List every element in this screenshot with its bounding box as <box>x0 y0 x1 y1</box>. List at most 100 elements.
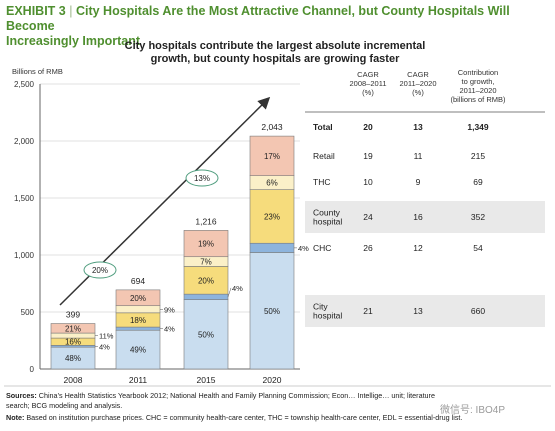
table-row-label: THC <box>313 177 330 187</box>
bar-segment <box>115 305 161 314</box>
table-header-text: CAGR <box>357 70 379 79</box>
table-cell: 16 <box>413 212 423 222</box>
table-header-text: Contribution <box>458 68 498 77</box>
table-row-label: Total <box>313 122 333 132</box>
bar-segment <box>183 230 229 258</box>
data-label: 16% <box>65 338 81 347</box>
bar-segment <box>249 135 295 176</box>
data-label: 7% <box>200 258 212 267</box>
table-row-label: County <box>313 208 341 218</box>
table-cell: 69 <box>473 177 483 187</box>
table-cell: 9 <box>416 177 421 187</box>
table-cell: 20 <box>363 122 373 132</box>
data-label: 4% <box>164 325 175 334</box>
table-header-text: 2011–2020 <box>460 86 497 95</box>
title-line-2: Increasingly Important <box>6 34 141 48</box>
wechat-watermark: 微信号: IBO4P <box>440 405 506 416</box>
chart-subtitle-line-2: growth, but county hospitals are growing… <box>150 53 400 65</box>
exhibit-label: EXHIBIT 3 <box>6 4 66 18</box>
title-separator: | <box>69 4 73 18</box>
table-row-label: hospital <box>313 311 342 321</box>
y-tick-label: 0 <box>30 365 35 374</box>
y-tick-label: 1,000 <box>14 251 35 260</box>
bar-segment <box>249 189 295 244</box>
data-label: 20% <box>130 294 146 303</box>
sources-label: Sources: <box>6 391 37 400</box>
note-text: Based on institution purchase prices. CH… <box>26 413 463 422</box>
data-label: 4% <box>232 284 243 293</box>
data-label: 50% <box>198 330 214 339</box>
table-cell: 12 <box>413 243 423 253</box>
title-line-1: City Hospitals Are the Most Attractive C… <box>6 4 510 33</box>
note-footnote: Note: Based on institution purchase pric… <box>6 413 551 423</box>
bar-segment <box>115 289 161 307</box>
chart-subtitle: City hospitals contribute the largest ab… <box>110 40 440 66</box>
cagr-bubble <box>185 169 219 187</box>
data-label: 21% <box>65 324 81 333</box>
data-label: 48% <box>65 354 81 363</box>
bar-total-label: 399 <box>66 310 80 320</box>
data-label: 50% <box>264 307 280 316</box>
data-label: 17% <box>264 152 280 161</box>
table-cell: 13 <box>413 306 423 316</box>
y-axis-label: Billions of RMB <box>12 67 63 76</box>
x-tick-label: 2015 <box>197 375 216 385</box>
table-row-label: hospital <box>313 217 342 227</box>
table-cell: 13 <box>413 122 423 132</box>
table-row-highlight <box>305 201 545 233</box>
table-header-text: CAGR <box>407 70 429 79</box>
bar-segment <box>50 323 96 334</box>
table-cell: 19 <box>363 151 373 161</box>
y-tick-label: 2,500 <box>14 80 35 89</box>
cagr-bubble <box>83 261 117 279</box>
cagr-bubble-label: 13% <box>194 174 210 183</box>
data-label: 9% <box>164 305 175 314</box>
cagr-bubble-label: 20% <box>92 266 108 275</box>
bar-total-label: 2,043 <box>261 122 283 132</box>
bar-segment <box>183 293 229 300</box>
table-cell: 26 <box>363 243 373 253</box>
x-tick-label: 2008 <box>64 375 83 385</box>
data-label: 11% <box>99 332 114 341</box>
table-cell: 54 <box>473 243 483 253</box>
bar-segment <box>183 266 229 295</box>
chart-subtitle-line-1: City hospitals contribute the largest ab… <box>124 40 426 52</box>
bar-total-label: 1,216 <box>195 216 217 226</box>
table-row-label: Retail <box>313 151 335 161</box>
table-header-text: 2011–2020 <box>400 79 437 88</box>
exhibit-title: EXHIBIT 3 | City Hospitals Are the Most … <box>6 4 551 49</box>
table-row-label: CHC <box>313 243 331 253</box>
data-label: 19% <box>198 240 214 249</box>
table-cell: 660 <box>471 306 485 316</box>
data-label: 49% <box>130 346 146 355</box>
table-cell: 11 <box>414 151 423 161</box>
x-tick-label: 2011 <box>129 375 148 385</box>
data-label: 6% <box>266 179 278 188</box>
bar-total-label: 694 <box>131 276 145 286</box>
y-tick-label: 1,500 <box>14 194 35 203</box>
table-cell: 352 <box>471 212 485 222</box>
table-cell: 10 <box>363 177 373 187</box>
bar-segment <box>115 326 161 331</box>
sources-text: China’s Health Statistics Yearbook 2012;… <box>38 391 435 400</box>
data-label: 20% <box>198 276 214 285</box>
bar-segment <box>50 332 96 339</box>
y-tick-label: 2,000 <box>14 137 35 146</box>
table-header-text: (%) <box>362 88 374 97</box>
table-cell: 1,349 <box>467 122 489 132</box>
table-header-text: (%) <box>412 88 424 97</box>
table-cell: 21 <box>363 306 373 316</box>
data-label: 23% <box>264 212 280 221</box>
data-label: 4% <box>99 342 110 351</box>
x-tick-label: 2020 <box>263 375 282 385</box>
bar-segment <box>183 299 229 370</box>
bar-segment <box>249 242 295 253</box>
table-header-text: to growth, <box>462 77 495 86</box>
table-cell: 24 <box>363 212 373 222</box>
table-row-label: City <box>313 302 328 312</box>
sources-footnote: Sources: China’s Health Statistics Yearb… <box>6 391 551 410</box>
data-label: 18% <box>130 316 146 325</box>
callout-line <box>227 287 232 297</box>
table-cell: 215 <box>471 151 485 161</box>
